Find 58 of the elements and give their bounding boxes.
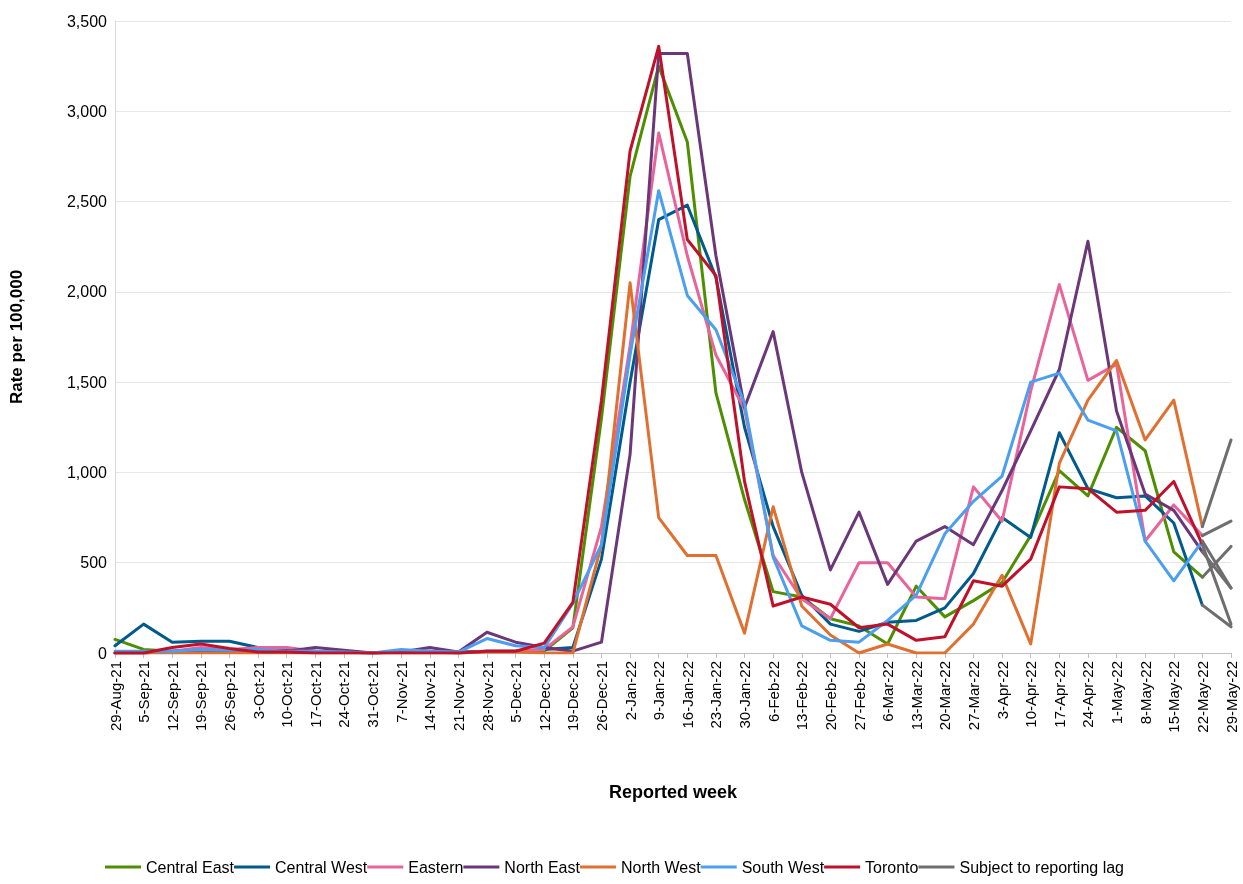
x-tick-label: 10-Oct-21 [278, 661, 296, 728]
x-tick-label: 13-Feb-22 [793, 661, 811, 731]
x-tick-label: 15-May-22 [1165, 661, 1183, 733]
x-tick-label: 3-Apr-22 [993, 661, 1011, 720]
x-tick-label: 30-Jan-22 [736, 661, 754, 729]
x-tick-label: 19-Sep-21 [192, 661, 210, 732]
x-tick-label: 20-Mar-22 [936, 661, 954, 731]
legend-label: Subject to reporting lag [959, 858, 1124, 876]
y-tick-label: 3,500 [66, 12, 108, 30]
x-tick-label: 5-Dec-21 [507, 661, 525, 723]
x-tick-label: 31-Oct-21 [364, 661, 382, 728]
y-tick-label: 0 [98, 644, 108, 662]
legend-label: Central West [275, 858, 368, 876]
y-tick-label: 1,000 [66, 463, 108, 481]
legend-label: North East [504, 858, 581, 876]
x-tick-label: 5-Sep-21 [135, 661, 153, 723]
x-tick-label: 24-Apr-22 [1079, 661, 1097, 728]
x-tick-label: 23-Jan-22 [707, 661, 725, 729]
x-tick-label: 8-May-22 [1136, 661, 1154, 725]
x-tick-label: 6-Feb-22 [764, 661, 782, 722]
x-tick-label: 28-Nov-21 [478, 661, 496, 732]
x-tick-label: 17-Apr-22 [1050, 661, 1068, 728]
legend-label: Eastern [408, 858, 464, 876]
x-tick-label: 12-Sep-21 [163, 661, 181, 732]
x-tick-label: 12-Dec-21 [535, 661, 553, 732]
x-tick-label: 10-Apr-22 [1022, 661, 1040, 728]
y-tick-label: 500 [80, 554, 108, 572]
x-tick-label: 9-Jan-22 [650, 661, 668, 721]
x-tick-label: 16-Jan-22 [678, 661, 696, 729]
x-tick-label: 19-Dec-21 [564, 661, 582, 732]
x-tick-label: 17-Oct-21 [306, 661, 324, 728]
legend-label: South West [741, 858, 825, 876]
x-tick-label: 29-Aug-21 [106, 661, 124, 732]
x-tick-label: 3-Oct-21 [249, 661, 267, 720]
x-tick-label: 20-Feb-22 [821, 661, 839, 731]
x-tick-label: 26-Dec-21 [592, 661, 610, 732]
y-axis-title: Rate per 100,000 [7, 269, 26, 405]
y-tick-label: 2,500 [66, 193, 108, 211]
x-tick-label: 7-Nov-21 [392, 661, 410, 723]
legend-label: Central East [146, 858, 235, 876]
x-tick-label: 2-Jan-22 [621, 661, 639, 721]
x-tick-label: 13-Mar-22 [907, 661, 925, 731]
x-tick-label: 1-May-22 [1108, 661, 1126, 725]
y-tick-label: 3,000 [66, 102, 108, 120]
legend-label: Toronto [865, 858, 919, 876]
x-tick-label: 29-May-22 [1222, 661, 1240, 733]
x-tick-label: 24-Oct-21 [335, 661, 353, 728]
x-axis-title: Reported week [608, 782, 738, 802]
x-tick-label: 22-May-22 [1193, 661, 1211, 733]
y-tick-label: 2,000 [66, 283, 108, 301]
x-tick-label: 14-Nov-21 [421, 661, 439, 732]
y-tick-label: 1,500 [66, 373, 108, 391]
legend-label: North West [620, 858, 702, 876]
x-tick-label: 6-Mar-22 [879, 661, 897, 722]
x-tick-label: 27-Mar-22 [964, 661, 982, 731]
x-tick-label: 21-Nov-21 [449, 661, 467, 732]
x-tick-label: 27-Feb-22 [850, 661, 868, 731]
x-tick-label: 26-Sep-21 [220, 661, 238, 732]
